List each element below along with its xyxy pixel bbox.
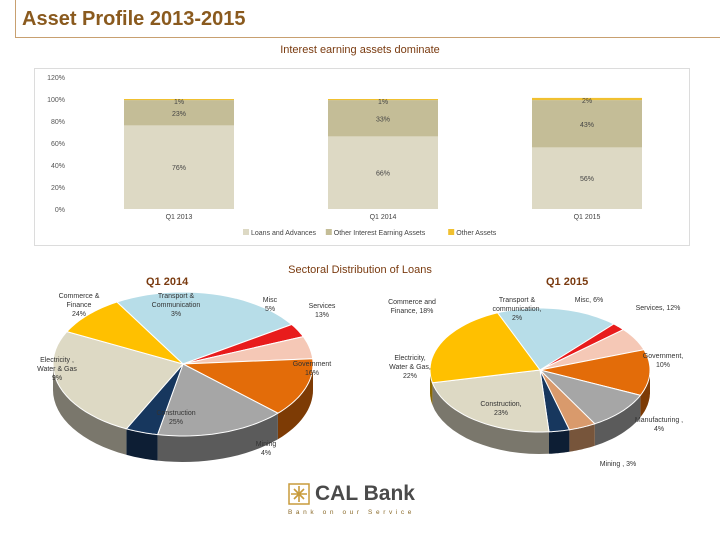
pie-slice-label: Services 13% <box>309 303 336 319</box>
bar-data-label: 76% <box>172 165 186 172</box>
y-tick-label: 20% <box>51 185 65 192</box>
bar-segment <box>124 125 234 209</box>
pie-slice-label: Misc, 6% <box>575 297 603 304</box>
logo-tagline: Bank on our Service <box>288 509 415 516</box>
pie-slice-label: Commerce & Finance 24% <box>59 293 100 318</box>
legend-label: Loans and Advances <box>251 230 316 237</box>
bar-data-label: 1% <box>174 99 184 106</box>
title-underline <box>15 37 720 38</box>
bar-data-label: 33% <box>376 116 390 123</box>
pie-slice-label: Manufacturing , 4% <box>635 417 683 433</box>
bar-data-label: 43% <box>580 122 594 129</box>
bar-data-label: 23% <box>172 111 186 118</box>
pie-slice-label: Transport & communication, 2% <box>492 297 541 322</box>
pie-slice-side <box>126 428 158 461</box>
pie-slice-side <box>432 382 549 454</box>
pie-slice-label: Electricity , Water & Gas 9% <box>37 357 77 382</box>
pie-slice <box>496 307 615 371</box>
pie-slice-label: Construction 25% <box>156 410 195 426</box>
pie-slice <box>182 336 314 365</box>
pie-slice <box>125 363 184 436</box>
title-accent-line <box>15 0 16 38</box>
page-title: Asset Profile 2013-2015 <box>22 8 246 30</box>
legend-swatch <box>325 229 332 235</box>
y-tick-label: 60% <box>51 141 65 148</box>
pie-charts-canvas: Commerce & Finance 24% Transport & Communica… <box>37 291 683 468</box>
pie-slice-label: Misc 5% <box>263 297 278 313</box>
logo-mark-icon <box>288 483 310 505</box>
bar-segment <box>532 147 642 209</box>
pie-slice-label: Services, 12% <box>636 305 681 312</box>
pie-slice-label: Electricity, Water & Gas, 22% <box>389 355 431 380</box>
pie-slice <box>115 291 293 365</box>
x-tick-label: Q1 2015 <box>574 214 601 221</box>
pie-slice-side <box>640 370 650 418</box>
legend-swatch <box>243 229 249 235</box>
pie-slice <box>181 358 314 414</box>
pie-slice-label: Commerce and Finance, 18% <box>388 299 436 315</box>
pie-slice <box>539 323 625 371</box>
legend-label: Other Assets <box>456 230 497 237</box>
logo-name: CAL Bank <box>315 482 415 505</box>
pie-slice-side <box>569 423 595 452</box>
pie-slice <box>539 349 651 396</box>
pie-q1-2015: Commerce and Finance, 18% Transport & commu… <box>388 297 683 468</box>
pie-slice <box>431 369 550 433</box>
bar-chart-canvas: 0% 20% 40% 60% 80% 100% 120% 76% 23% 1% Q1 2013 66%… <box>47 75 642 237</box>
pie-slice <box>156 363 279 437</box>
legend-label: Other Interest Earning Assets <box>334 230 426 237</box>
bar-segment <box>532 97 642 101</box>
pie-slice-label: Mining , 3% <box>600 461 637 468</box>
bar-segment <box>532 100 642 148</box>
y-tick-label: 80% <box>51 119 65 126</box>
pie-slice <box>539 369 571 433</box>
pie-section-title: Sectoral Distribution of Loans <box>288 264 432 276</box>
bar-segment <box>124 99 234 101</box>
pie-q1-2014: Commerce & Finance 24% Transport & Communica… <box>37 291 336 462</box>
pie-title-q1-2015: Q1 2015 <box>546 276 589 288</box>
x-tick-label: Q1 2014 <box>370 214 397 221</box>
y-tick-label: 0% <box>55 207 65 214</box>
pie-slice <box>538 369 642 425</box>
pie-slice <box>539 369 596 431</box>
pie-slice <box>182 323 305 365</box>
pie-slice <box>539 329 645 371</box>
pie-title-q1-2014: Q1 2014 <box>146 276 189 288</box>
bar-data-label: 1% <box>378 99 388 106</box>
stacked-bar-chart: 0% 20% 40% 60% 80% 100% 120% 76% 23% 1% Q1 2013 66%… <box>34 68 690 246</box>
cal-bank-logo: CAL Bank Bank on our Service <box>286 480 446 520</box>
pie-slice-side <box>549 429 570 454</box>
pie-slice-label: Government, 10% <box>643 353 684 369</box>
pie-slice <box>429 312 541 384</box>
bar-data-label: 56% <box>580 176 594 183</box>
y-tick-label: 40% <box>51 163 65 170</box>
bar-segment <box>124 100 234 126</box>
pie-slice <box>65 301 184 365</box>
y-tick-label: 100% <box>47 97 65 104</box>
legend-swatch <box>448 229 455 235</box>
bar-chart-title: Interest earning assets dominate <box>280 44 440 56</box>
pie-slice-label: Government 16% <box>293 361 332 377</box>
pie-slice-label: Mining 4% <box>256 441 277 457</box>
y-tick-label: 120% <box>47 75 65 82</box>
bar-segment <box>328 100 438 137</box>
bar-segment <box>328 99 438 101</box>
pie-slice <box>52 331 184 430</box>
bar-data-label: 66% <box>376 171 390 178</box>
pie-slice-label: Construction, 23% <box>480 401 521 417</box>
pie-slice-side <box>157 413 278 462</box>
bar-segment <box>328 136 438 209</box>
x-tick-label: Q1 2013 <box>166 214 193 221</box>
pie-slice-side <box>53 364 127 455</box>
bar-data-label: 2% <box>582 98 592 105</box>
pie-slice-side <box>277 364 313 440</box>
pie-slice-label: Transport & Communication 3% <box>152 293 201 318</box>
pie-slice-side <box>594 395 641 446</box>
